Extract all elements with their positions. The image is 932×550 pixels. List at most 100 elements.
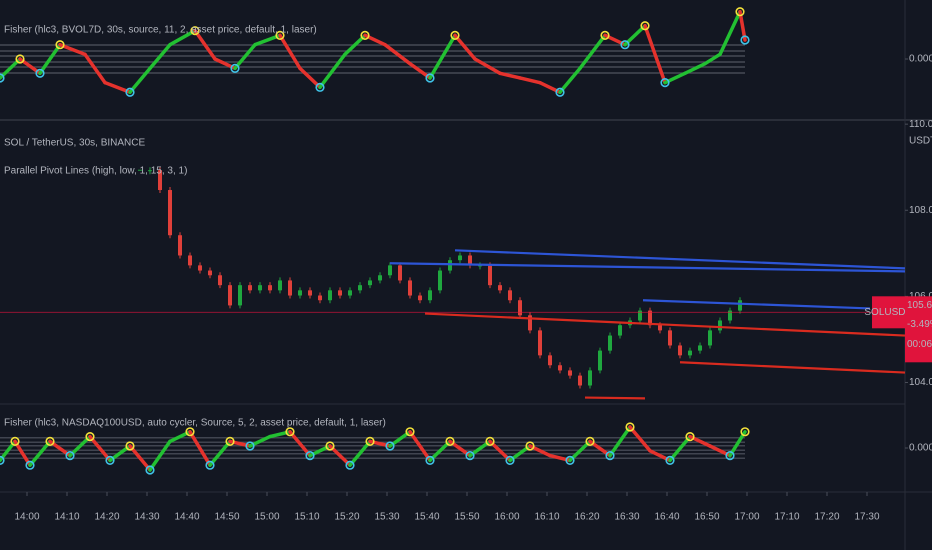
indicator-segment — [168, 28, 197, 47]
x-tick-label: 16:00 — [494, 512, 519, 523]
pivot-line — [454, 249, 906, 270]
x-tick-label: 14:10 — [54, 512, 79, 523]
indicator-segment — [128, 66, 152, 95]
candle — [518, 300, 522, 316]
candle — [378, 275, 382, 281]
x-tick-label: 14:00 — [14, 512, 39, 523]
y-tick-label: 0.000 — [909, 443, 932, 454]
indicator-segment — [208, 439, 232, 467]
candle — [318, 295, 322, 301]
candle — [658, 325, 662, 331]
indicator-segment — [38, 42, 62, 76]
pivot-dot — [0, 455, 5, 465]
pivot-dot — [625, 422, 635, 432]
pivot-dot — [425, 455, 435, 466]
pivot-dot — [275, 30, 285, 40]
candle — [338, 290, 342, 296]
indicator-segment — [128, 444, 152, 472]
indicator-title: Fisher (hlc3, NASDAQ100USD, auto cycler,… — [4, 418, 386, 429]
indicator-segment — [558, 66, 582, 95]
x-tick-label: 16:20 — [574, 512, 599, 523]
candle — [198, 265, 202, 271]
x-tick-label: 17:10 — [774, 512, 799, 523]
pivot-dot — [640, 21, 650, 31]
pivot-dot — [660, 78, 670, 88]
pivot-dot — [45, 436, 55, 447]
candle — [698, 345, 702, 351]
candle — [158, 170, 162, 191]
candle — [298, 290, 302, 296]
candle — [648, 310, 652, 326]
pivot-dot — [685, 432, 695, 442]
pivot-dot — [525, 441, 535, 451]
candle — [408, 280, 412, 296]
change-label: -3.49% — [907, 319, 932, 330]
pivot-dot — [450, 30, 460, 40]
candle — [168, 190, 172, 236]
candle — [258, 285, 262, 291]
candle — [428, 290, 432, 301]
indicator-segment — [683, 61, 707, 76]
pivot-dot — [505, 455, 515, 466]
x-tick-label: 17:30 — [854, 512, 879, 523]
indicator-segment — [703, 52, 722, 66]
indicator-title: Fisher (hlc3, BVOL7D, 30s, source, 11, 2… — [4, 25, 317, 36]
indicator-segment — [643, 23, 667, 85]
candle — [188, 255, 192, 266]
candle — [228, 285, 232, 306]
x-tick-label: 15:10 — [294, 512, 319, 523]
currency-label: USDT — [909, 136, 932, 147]
candle — [738, 300, 742, 311]
pivot-line — [642, 299, 871, 310]
y-tick-label: 108.00 — [909, 205, 932, 216]
candle — [568, 370, 572, 376]
indicator-title: Parallel Pivot Lines (high, low, 1, 15, … — [4, 166, 187, 177]
candle — [668, 330, 672, 346]
candle — [588, 370, 592, 386]
indicator-segment — [628, 425, 652, 453]
pivot-dot — [25, 460, 35, 470]
pivot-line — [679, 361, 906, 374]
pivot-dot — [125, 441, 135, 451]
pivot-dot — [0, 73, 5, 83]
candle — [368, 280, 372, 286]
candle — [538, 330, 542, 356]
indicator-segment — [453, 33, 477, 61]
candle — [598, 350, 602, 371]
candle — [348, 290, 352, 296]
candle — [448, 260, 452, 271]
pivot-dot — [190, 26, 200, 36]
x-tick-label: 15:00 — [254, 512, 279, 523]
indicator-segment — [738, 9, 747, 42]
pivot-dot — [125, 87, 135, 97]
pivot-dot — [345, 460, 355, 470]
pivot-dot — [315, 82, 325, 92]
pivot-line — [389, 262, 906, 273]
pivot-dot — [85, 432, 95, 442]
candle — [178, 235, 182, 256]
candle — [608, 335, 612, 351]
pivot-dot — [230, 63, 240, 73]
candle — [398, 265, 402, 281]
pivot-dot — [65, 451, 75, 461]
candle — [278, 280, 282, 291]
indicator-segment — [498, 71, 522, 80]
indicator-segment — [348, 439, 372, 467]
candle — [488, 265, 492, 286]
x-tick-label: 15:20 — [334, 512, 359, 523]
pivot-dot — [285, 427, 295, 437]
indicator-segment — [518, 76, 542, 85]
candle — [388, 265, 392, 276]
indicator-segment — [328, 444, 352, 467]
x-tick-label: 16:40 — [654, 512, 679, 523]
candle — [238, 285, 242, 306]
x-tick-label: 16:30 — [614, 512, 639, 523]
x-tick-label: 15:30 — [374, 512, 399, 523]
pivot-dot — [725, 451, 735, 461]
y-tick-label: 104.00 — [909, 377, 932, 388]
x-tick-label: 16:50 — [694, 512, 719, 523]
indicator-segment — [718, 9, 742, 57]
pivot-dot — [55, 40, 65, 50]
symbol-tag — [872, 296, 905, 329]
